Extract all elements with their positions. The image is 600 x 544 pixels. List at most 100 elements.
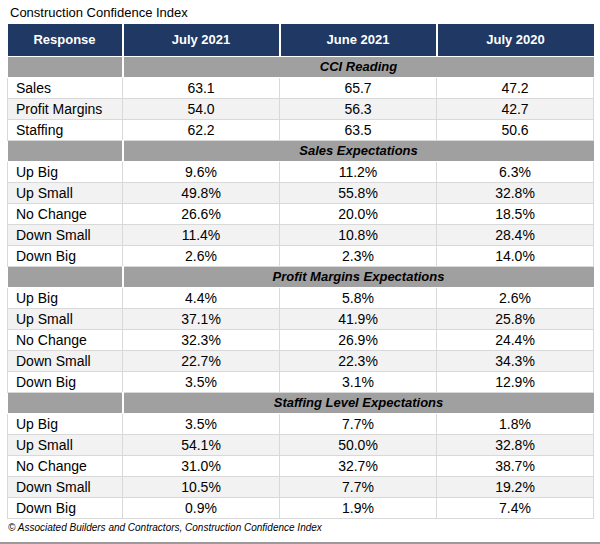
header-row: ResponseJuly 2021June 2021July 2020 <box>8 24 594 56</box>
table-row: Staffing62.263.550.6 <box>8 119 594 140</box>
page: Construction Confidence Index ResponseJu… <box>0 0 600 544</box>
table-row: Down Small10.5%7.7%19.2% <box>8 476 594 497</box>
value-cell: 2.6% <box>123 245 280 266</box>
row-label-cell: Down Big <box>8 497 123 518</box>
row-label-cell: Down Small <box>8 476 123 497</box>
row-label-cell: Up Small <box>8 308 123 329</box>
value-cell: 19.2% <box>437 476 594 497</box>
row-label-cell: Up Small <box>8 434 123 455</box>
table-body: CCI ReadingSales63.165.747.2Profit Margi… <box>8 56 594 518</box>
table-row: No Change31.0%32.7%38.7% <box>8 455 594 476</box>
value-cell: 50.0% <box>280 434 437 455</box>
value-cell: 47.2 <box>437 77 594 98</box>
value-cell: 11.2% <box>280 161 437 182</box>
section-band-label: CCI Reading <box>123 56 594 77</box>
table-row: Up Big9.6%11.2%6.3% <box>8 161 594 182</box>
value-cell: 55.8% <box>280 182 437 203</box>
table-row: Up Small49.8%55.8%32.8% <box>8 182 594 203</box>
section-band-spacer <box>8 140 123 161</box>
value-cell: 3.5% <box>123 413 280 434</box>
value-cell: 20.0% <box>280 203 437 224</box>
value-cell: 56.3 <box>280 98 437 119</box>
value-cell: 50.6 <box>437 119 594 140</box>
value-cell: 10.8% <box>280 224 437 245</box>
value-cell: 63.5 <box>280 119 437 140</box>
row-label-cell: Up Big <box>8 161 123 182</box>
value-cell: 9.6% <box>123 161 280 182</box>
table-row: No Change26.6%20.0%18.5% <box>8 203 594 224</box>
page-title: Construction Confidence Index <box>0 0 600 24</box>
value-cell: 7.7% <box>280 476 437 497</box>
value-cell: 6.3% <box>437 161 594 182</box>
table-row: Down Big2.6%2.3%14.0% <box>8 245 594 266</box>
table-row: Up Big3.5%7.7%1.8% <box>8 413 594 434</box>
section-band-label: Profit Margins Expectations <box>123 266 594 287</box>
section-band: Profit Margins Expectations <box>8 266 594 287</box>
value-cell: 25.8% <box>437 308 594 329</box>
table-row: Down Small11.4%10.8%28.4% <box>8 224 594 245</box>
value-cell: 24.4% <box>437 329 594 350</box>
value-cell: 10.5% <box>123 476 280 497</box>
row-label-cell: Down Small <box>8 350 123 371</box>
row-label-cell: Profit Margins <box>8 98 123 119</box>
section-band-spacer <box>8 392 123 413</box>
value-cell: 34.3% <box>437 350 594 371</box>
section-band-spacer <box>8 56 123 77</box>
value-cell: 14.0% <box>437 245 594 266</box>
value-cell: 12.9% <box>437 371 594 392</box>
table-row: Sales63.165.747.2 <box>8 77 594 98</box>
value-cell: 37.1% <box>123 308 280 329</box>
value-cell: 18.5% <box>437 203 594 224</box>
value-cell: 3.1% <box>280 371 437 392</box>
column-header-cell: July 2021 <box>123 24 280 56</box>
value-cell: 62.2 <box>123 119 280 140</box>
value-cell: 11.4% <box>123 224 280 245</box>
cci-table: ResponseJuly 2021June 2021July 2020 CCI … <box>7 24 594 519</box>
table-row: Profit Margins54.056.342.7 <box>8 98 594 119</box>
section-band: CCI Reading <box>8 56 594 77</box>
table-row: Down Small22.7%22.3%34.3% <box>8 350 594 371</box>
value-cell: 32.7% <box>280 455 437 476</box>
value-cell: 41.9% <box>280 308 437 329</box>
value-cell: 28.4% <box>437 224 594 245</box>
value-cell: 2.6% <box>437 287 594 308</box>
value-cell: 5.8% <box>280 287 437 308</box>
value-cell: 0.9% <box>123 497 280 518</box>
value-cell: 22.3% <box>280 350 437 371</box>
section-band: Staffing Level Expectations <box>8 392 594 413</box>
value-cell: 63.1 <box>123 77 280 98</box>
value-cell: 54.0 <box>123 98 280 119</box>
value-cell: 32.3% <box>123 329 280 350</box>
row-label-cell: Down Small <box>8 224 123 245</box>
row-label-cell: Staffing <box>8 119 123 140</box>
row-label-cell: No Change <box>8 329 123 350</box>
column-header-cell: July 2020 <box>437 24 594 56</box>
value-cell: 26.6% <box>123 203 280 224</box>
value-cell: 32.8% <box>437 182 594 203</box>
value-cell: 26.9% <box>280 329 437 350</box>
value-cell: 42.7 <box>437 98 594 119</box>
value-cell: 38.7% <box>437 455 594 476</box>
value-cell: 31.0% <box>123 455 280 476</box>
value-cell: 7.4% <box>437 497 594 518</box>
table-row: Up Small54.1%50.0%32.8% <box>8 434 594 455</box>
table-row: Down Big0.9%1.9%7.4% <box>8 497 594 518</box>
column-header-cell: June 2021 <box>280 24 437 56</box>
column-header-cell: Response <box>8 24 123 56</box>
table-row: No Change32.3%26.9%24.4% <box>8 329 594 350</box>
value-cell: 54.1% <box>123 434 280 455</box>
source-attribution: © Associated Builders and Contractors, C… <box>8 522 600 533</box>
row-label-cell: No Change <box>8 455 123 476</box>
table-row: Up Big4.4%5.8%2.6% <box>8 287 594 308</box>
row-label-cell: Down Big <box>8 371 123 392</box>
value-cell: 49.8% <box>123 182 280 203</box>
row-label-cell: Up Big <box>8 413 123 434</box>
table-row: Down Big3.5%3.1%12.9% <box>8 371 594 392</box>
section-band-spacer <box>8 266 123 287</box>
value-cell: 1.8% <box>437 413 594 434</box>
value-cell: 7.7% <box>280 413 437 434</box>
section-band-label: Staffing Level Expectations <box>123 392 594 413</box>
value-cell: 22.7% <box>123 350 280 371</box>
table-row: Up Small37.1%41.9%25.8% <box>8 308 594 329</box>
value-cell: 3.5% <box>123 371 280 392</box>
